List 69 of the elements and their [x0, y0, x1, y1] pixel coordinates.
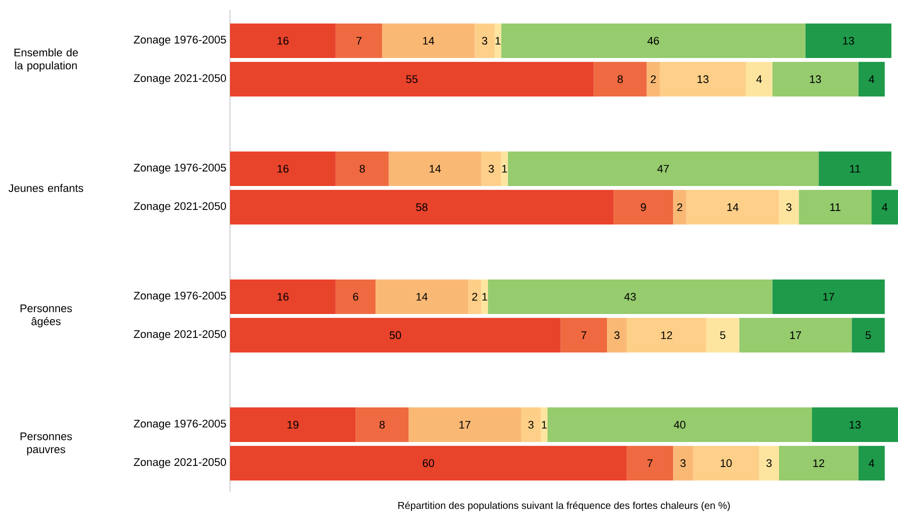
data-label: 8 [380, 420, 385, 429]
y-tick-label: Zonage 2021-2050 [134, 74, 226, 84]
data-label: 8 [360, 164, 365, 173]
data-label: 13 [698, 75, 709, 84]
data-label: 6 [353, 292, 358, 301]
data-label: 14 [727, 203, 738, 211]
data-label: 14 [423, 36, 434, 45]
data-label: 1 [496, 36, 500, 45]
data-label: 5 [866, 331, 871, 340]
data-label: 46 [647, 36, 659, 45]
data-label: 16 [278, 292, 289, 301]
data-label: 2 [472, 292, 478, 301]
text: Personnes pauvres [20, 432, 72, 456]
data-label: 4 [868, 75, 874, 83]
data-label: 2 [677, 203, 682, 212]
data-label: 13 [850, 420, 861, 429]
data-label: 58 [416, 203, 428, 212]
y-tick-label: Zonage 1976-2005 [134, 164, 226, 174]
data-label: 19 [288, 420, 298, 429]
data-label: 13 [810, 75, 821, 84]
data-label: 3 [614, 331, 620, 340]
y-tick-label: Zonage 2021-2050 [134, 330, 226, 340]
data-label: 11 [850, 164, 860, 173]
y-tick-label: Zonage 1976-2005 [134, 420, 226, 430]
data-label: 10 [720, 459, 732, 468]
data-label: 7 [647, 459, 652, 467]
data-label: 1 [502, 164, 508, 173]
data-label: 4 [882, 203, 888, 211]
data-label: 8 [618, 75, 623, 84]
data-label: 60 [422, 459, 434, 468]
data-label: 14 [416, 292, 428, 301]
data-label: 3 [488, 164, 494, 173]
y-tick-label: Zonage 1976-2005 [134, 292, 226, 302]
y-tick-label: Zonage 2021-2050 [134, 202, 226, 212]
data-label: 3 [680, 459, 686, 468]
data-label: 17 [823, 292, 834, 301]
data-label: 11 [830, 203, 840, 211]
data-label: 16 [278, 164, 289, 173]
text: Ensemble de la population [14, 48, 78, 72]
data-label: 12 [813, 459, 824, 467]
data-label: 17 [460, 420, 470, 429]
data-label: 40 [674, 420, 686, 429]
x-axis-title: Répartition des populations suivant la fréquence des fortes chaleurs (en %) [398, 502, 730, 511]
data-label: 5 [720, 331, 726, 340]
data-label: 50 [390, 331, 402, 340]
data-label: 7 [581, 331, 586, 339]
y-tick-label: Zonage 1976-2005 [134, 36, 226, 46]
data-label: 3 [482, 36, 488, 45]
data-label: 1 [542, 420, 547, 429]
y-tick-label: Zonage 2021-2050 [134, 458, 226, 468]
data-label: 1 [482, 292, 488, 301]
data-label: 3 [786, 203, 792, 212]
data-label: 14 [430, 164, 441, 173]
data-label: 13 [843, 36, 854, 45]
data-label: 17 [790, 331, 802, 339]
data-label: 47 [657, 164, 669, 173]
data-label: 4 [868, 459, 874, 467]
text: Jeunes enfants [8, 184, 84, 192]
text: Personnes âgées [20, 304, 72, 328]
data-label: 9 [640, 203, 646, 212]
data-label: 55 [406, 75, 418, 84]
data-label: 43 [624, 292, 636, 301]
data-label: 3 [528, 420, 534, 429]
data-label: 7 [356, 36, 362, 45]
data-label: 12 [661, 331, 672, 340]
data-label: 3 [766, 459, 772, 468]
data-label: 2 [650, 75, 656, 84]
data-label: 16 [278, 36, 289, 45]
data-label: 4 [756, 75, 762, 83]
